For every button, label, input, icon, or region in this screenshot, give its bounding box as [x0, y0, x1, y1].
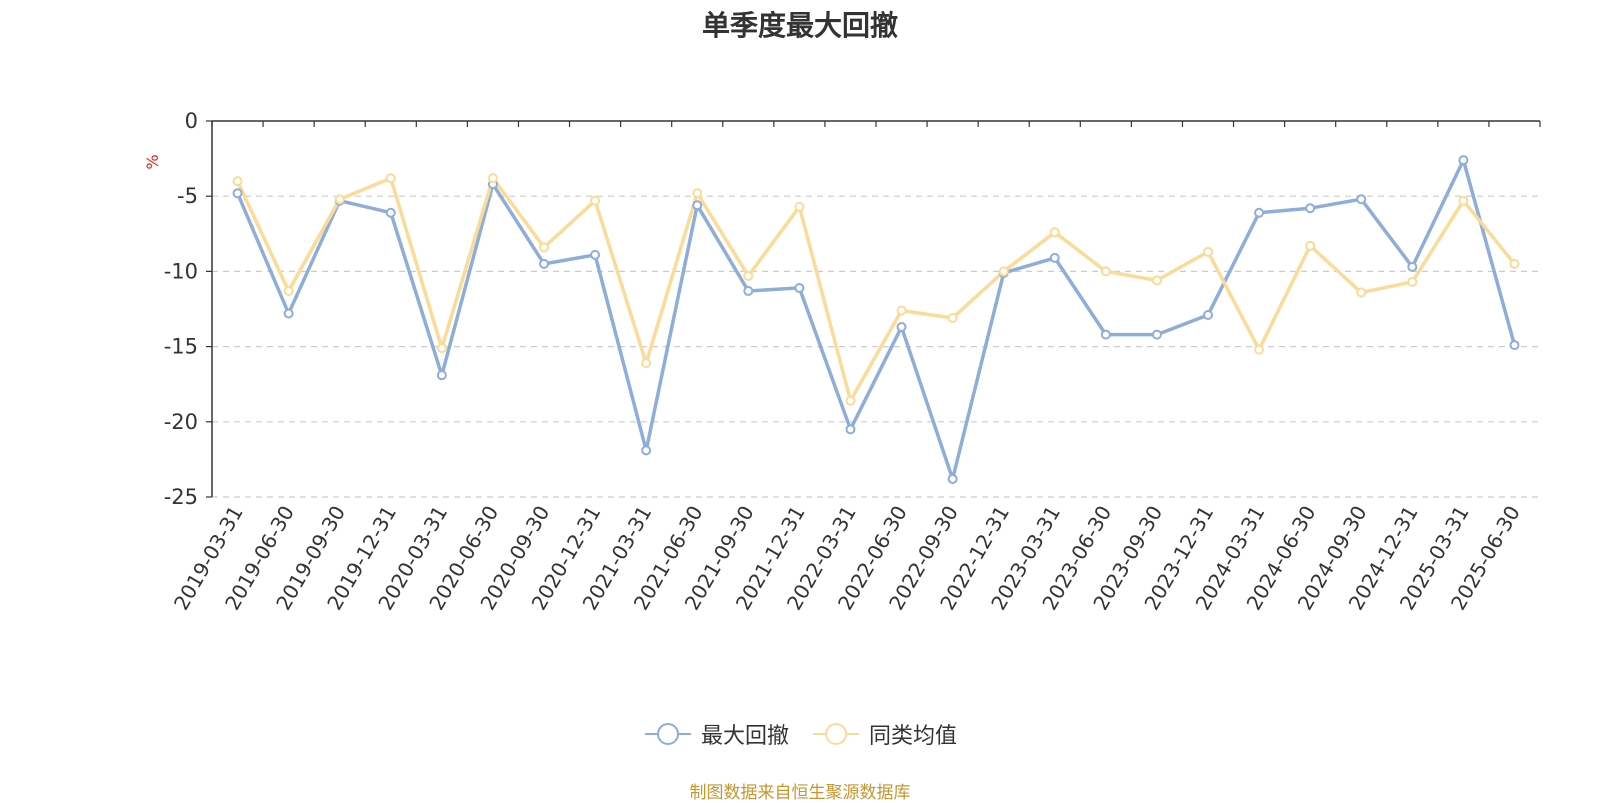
legend-item-1[interactable]: 最大回撤 [643, 718, 789, 750]
series-lines [232, 155, 1520, 484]
data-point[interactable] [1305, 240, 1316, 251]
data-point[interactable] [232, 188, 243, 199]
data-point[interactable] [1203, 310, 1213, 321]
data-point[interactable] [1049, 252, 1060, 263]
data-point[interactable] [845, 395, 856, 406]
data-point[interactable] [1049, 227, 1060, 238]
y-tick-label: 0 [185, 109, 198, 133]
y-tick-label: -10 [164, 259, 198, 283]
data-point[interactable] [283, 308, 294, 319]
data-point[interactable] [1151, 329, 1162, 340]
data-point[interactable] [539, 242, 549, 253]
series-line-2 [235, 176, 1516, 403]
y-tick-label: -15 [164, 335, 198, 359]
data-point[interactable] [1100, 329, 1111, 340]
data-point[interactable] [1151, 275, 1162, 286]
legend-label: 最大回撤 [700, 724, 789, 749]
data-point[interactable] [1458, 195, 1469, 206]
data-point[interactable] [641, 358, 652, 369]
data-point[interactable] [1509, 340, 1520, 351]
data-point[interactable] [1407, 261, 1418, 272]
data-point[interactable] [1203, 246, 1213, 257]
data-point[interactable] [334, 194, 345, 205]
legend-label: 同类均值 [869, 724, 958, 749]
data-point[interactable] [539, 258, 549, 269]
y-tick-label: -5 [177, 184, 198, 208]
data-point[interactable] [1458, 155, 1469, 166]
data-point[interactable] [385, 207, 396, 218]
data-point[interactable] [487, 173, 498, 184]
data-point[interactable] [590, 195, 601, 206]
legend-item-2[interactable]: 同类均值 [811, 718, 957, 750]
data-point[interactable] [692, 188, 703, 199]
data-point[interactable] [1509, 258, 1520, 269]
data-point[interactable] [1100, 266, 1111, 277]
data-point[interactable] [896, 305, 907, 316]
chart-title: 单季度最大回撤 [701, 9, 898, 42]
data-point[interactable] [743, 270, 754, 281]
data-point[interactable] [947, 313, 958, 324]
data-point[interactable] [590, 249, 601, 260]
data-point[interactable] [1305, 203, 1316, 214]
data-point[interactable] [1356, 287, 1367, 298]
y-axis-unit-label: % [143, 154, 162, 169]
data-point[interactable] [641, 445, 652, 456]
data-point[interactable] [947, 473, 958, 484]
data-point[interactable] [232, 176, 243, 187]
legend-marker-icon [644, 723, 691, 745]
data-point[interactable] [794, 201, 805, 212]
data-point[interactable] [1254, 207, 1265, 218]
data-point[interactable] [998, 266, 1009, 277]
data-point[interactable] [1407, 276, 1418, 287]
data-point[interactable] [1356, 194, 1367, 205]
series-line-1 [235, 158, 1517, 481]
legend-marker-icon [813, 723, 859, 745]
data-point[interactable] [692, 200, 703, 211]
data-point[interactable] [794, 282, 805, 293]
data-point[interactable] [436, 370, 447, 381]
data-point[interactable] [743, 285, 754, 296]
y-tick-label: -20 [164, 410, 198, 434]
data-point[interactable] [283, 285, 294, 296]
data-point[interactable] [896, 322, 907, 333]
data-point[interactable] [385, 173, 396, 184]
data-point[interactable] [845, 424, 856, 435]
y-tick-label: -25 [164, 485, 198, 509]
source-note: 制图数据来自恒生聚源数据库 [689, 783, 911, 803]
data-point[interactable] [1254, 344, 1265, 355]
data-point[interactable] [436, 343, 447, 354]
legend: 最大回撤 同类均值 [0, 718, 1600, 750]
axes: 0-5-10-15-20-252019-03-312019-06-302019-… [164, 109, 1541, 614]
